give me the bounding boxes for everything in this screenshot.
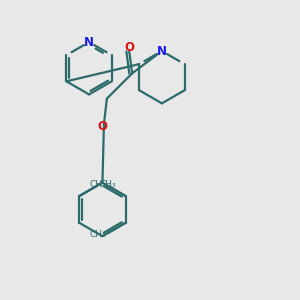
Text: CH₃: CH₃ — [89, 230, 106, 239]
Text: N: N — [84, 36, 94, 49]
Text: CH₃: CH₃ — [99, 180, 116, 189]
Text: CH₃: CH₃ — [89, 180, 106, 189]
Text: N: N — [157, 44, 167, 58]
Text: O: O — [124, 41, 134, 54]
Text: O: O — [98, 120, 107, 133]
